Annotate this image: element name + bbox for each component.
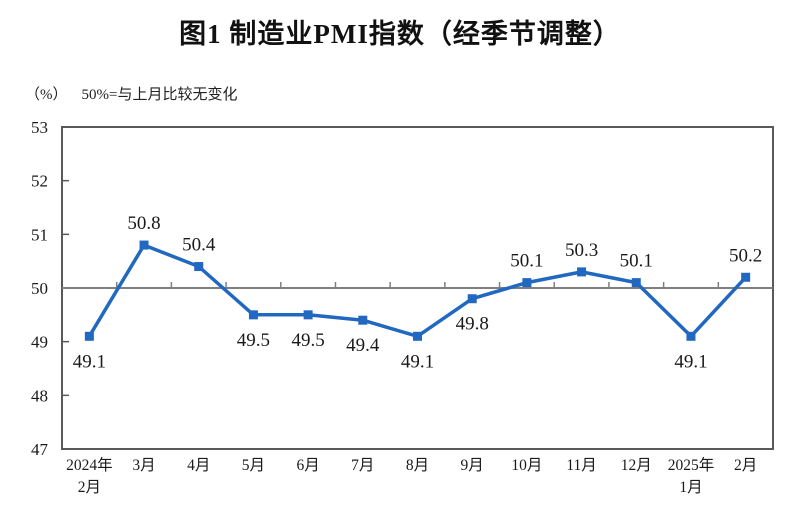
data-value-label: 50.8 [127, 213, 160, 234]
data-value-label: 50.1 [620, 251, 653, 272]
data-value-label: 49.8 [456, 314, 489, 335]
data-value-label: 50.4 [182, 235, 216, 256]
data-point-marker [577, 267, 587, 277]
data-point-marker [522, 278, 532, 288]
data-point-marker [631, 278, 641, 288]
reference-note: 50%=与上月比较无变化 [81, 87, 238, 103]
data-point-marker [467, 294, 477, 304]
x-axis-label: 3月 [132, 457, 155, 474]
data-point-marker [303, 310, 313, 320]
data-point-marker [413, 331, 422, 341]
data-point-marker [358, 315, 368, 325]
data-value-label: 49.5 [237, 330, 270, 351]
y-axis-label: 47 [31, 440, 49, 459]
data-value-label: 49.5 [291, 330, 324, 351]
chart-title: 图1 制造业PMI指数（经季节调整） [179, 19, 621, 49]
data-point-marker [84, 331, 94, 341]
y-axis-label: 52 [31, 172, 48, 191]
data-point-marker [686, 331, 696, 341]
data-value-label: 49.4 [346, 335, 380, 356]
data-value-label: 50.2 [729, 245, 762, 266]
y-axis-label: 48 [31, 386, 48, 405]
data-point-marker [139, 240, 149, 250]
x-axis-label: 5月 [242, 457, 265, 474]
x-axis-label: 12月 [621, 457, 652, 474]
line-chart: 47 48 49 50 51 52 53 49.1 50.8 50.4 49.5 49.5 49.4 49… [31, 118, 774, 496]
x-axis-label: 10月 [511, 457, 542, 474]
data-point-marker [741, 272, 751, 282]
data-value-label: 49.1 [73, 351, 106, 372]
x-axis-label: 11月 [566, 457, 596, 474]
x-axis-label: 6月 [296, 457, 319, 474]
y-axis-unit-label: （%） [25, 87, 68, 103]
data-value-label: 49.1 [401, 351, 434, 372]
x-axis-label: 4月 [187, 457, 210, 474]
x-axis-label: 2024年 2月 [66, 456, 113, 496]
data-point-marker [194, 262, 204, 272]
x-axis-label: 7月 [351, 457, 374, 474]
chart-subtitle: （%） 50%=与上月比较无变化 [25, 83, 237, 104]
x-axis-label: 9月 [461, 457, 484, 474]
y-axis-label: 51 [31, 225, 48, 244]
y-axis-label: 53 [31, 118, 48, 137]
x-axis-label: 2月 [734, 457, 757, 474]
x-axis-label: 8月 [406, 457, 429, 474]
x-axis-label: 2025年 1月 [668, 456, 715, 496]
data-value-label: 50.3 [565, 240, 598, 261]
data-value-label: 49.1 [674, 351, 707, 372]
data-point-marker [248, 310, 258, 320]
data-value-label: 50.1 [510, 251, 543, 272]
y-axis-label: 50 [31, 279, 48, 298]
y-axis-label: 49 [31, 333, 48, 352]
